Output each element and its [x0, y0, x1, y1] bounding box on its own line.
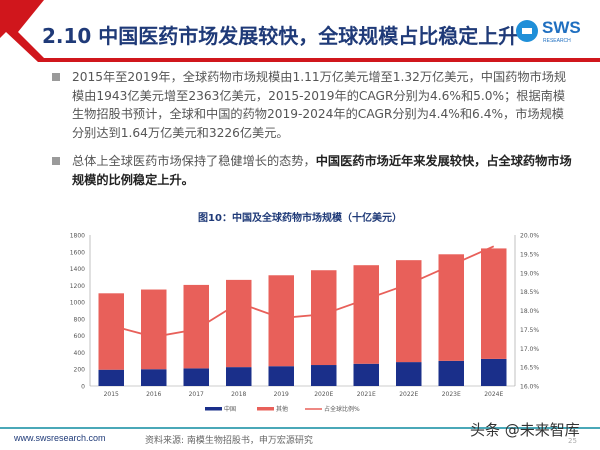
y2-tick-label: 18.0%	[520, 308, 539, 315]
y2-tick-label: 17.5%	[520, 327, 539, 334]
watermark: 头条 @未来智库	[470, 421, 580, 439]
market-size-chart: 0 200 400 600 800 1000 1200 1400 1600 1800 16.0% 16…	[70, 233, 540, 414]
bullet-bold-text: 中国医药市场近年来发展较快，占全球药物市场规模的比例稳定上升。	[72, 154, 572, 187]
line-share	[111, 245, 495, 338]
legend-label: 占全球比例%	[324, 405, 360, 413]
bar-other	[141, 289, 167, 370]
y-tick-label: 800	[74, 316, 86, 323]
bar-china	[353, 363, 379, 386]
x-tick-label: 2017	[189, 391, 204, 398]
y-tick-label: 1000	[70, 300, 85, 307]
logo-icon	[516, 20, 538, 42]
bar-other	[481, 248, 507, 359]
bar-china	[226, 367, 252, 386]
y-tick-label: 400	[74, 350, 86, 357]
bullet-text: 总体上全球医药市场保持了稳健增长的态势，	[72, 154, 316, 168]
y-tick-label: 1400	[70, 266, 85, 273]
y2-tick-label: 19.0%	[520, 270, 539, 277]
bullet-item: 总体上全球医药市场保持了稳健增长的态势，中国医药市场近年来发展较快，占全球药物市…	[52, 152, 572, 189]
y-tick-label: 1600	[70, 249, 85, 256]
bar-china	[481, 358, 507, 386]
y2-tick-label: 16.0%	[520, 384, 539, 391]
bullet-square-icon	[52, 157, 60, 165]
bar-other	[183, 284, 209, 369]
x-tick-label: 2020E	[314, 391, 333, 398]
y2-tick-label: 17.0%	[520, 346, 539, 353]
x-tick-label: 2023E	[442, 391, 461, 398]
bar-china	[98, 369, 124, 386]
x-tick-label: 2021E	[357, 391, 376, 398]
bar-other	[396, 260, 422, 363]
y-tick-label: 1200	[70, 283, 85, 290]
bullet-item: 2015年至2019年，全球药物市场规模由1.11万亿美元增至1.32万亿美元，…	[52, 68, 572, 142]
bar-other	[311, 270, 337, 366]
logo-text: SWS	[542, 18, 581, 37]
y2-tick-label: 16.5%	[520, 365, 539, 372]
footer-url[interactable]: www.swsresearch.com	[14, 433, 106, 443]
chart-title: 图10：中国及全球药物市场规模（十亿美元）	[198, 213, 402, 224]
legend-swatch	[205, 407, 222, 411]
x-tick-label: 2024E	[484, 391, 503, 398]
x-tick-label: 2018	[231, 391, 246, 398]
bar-other	[353, 265, 379, 364]
x-tick-label: 2015	[104, 391, 119, 398]
bullet-text: 2015年至2019年，全球药物市场规模由1.11万亿美元增至1.32万亿美元，…	[72, 70, 567, 140]
sws-logo: SWS RESEARCH	[514, 17, 594, 51]
x-tick-label: 2022E	[399, 391, 418, 398]
bullet-list: 2015年至2019年，全球药物市场规模由1.11万亿美元增至1.32万亿美元，…	[52, 68, 572, 199]
bar-china	[183, 368, 209, 386]
footer-divider	[0, 427, 600, 429]
bar-china	[438, 360, 464, 386]
bar-other	[226, 279, 252, 368]
y-tick-label: 600	[74, 333, 86, 340]
source-note: 资料来源: 南模生物招股书，申万宏源研究	[145, 436, 313, 446]
y2-tick-label: 19.5%	[520, 251, 539, 258]
x-tick-label: 2016	[146, 391, 161, 398]
y-tick-label: 1800	[70, 233, 85, 240]
bar-other	[98, 293, 124, 370]
y-tick-label: 200	[74, 367, 86, 374]
y-tick-label: 0	[81, 384, 85, 391]
x-tick-label: 2019	[274, 391, 289, 398]
bullet-square-icon	[52, 73, 60, 81]
legend-label: 其他	[276, 405, 288, 413]
y2-tick-label: 18.5%	[520, 289, 539, 296]
bar-china	[396, 362, 422, 386]
bar-china	[311, 365, 337, 386]
logo-subtext: RESEARCH	[543, 38, 571, 44]
y2-tick-label: 20.0%	[520, 233, 539, 240]
page-number: 25	[568, 437, 577, 445]
bar-other	[268, 275, 294, 367]
bar-china	[141, 369, 167, 386]
page-title: 2.10 中国医药市场发展较快，全球规模占比稳定上升	[42, 24, 519, 48]
legend-label: 中国	[224, 405, 236, 413]
legend-swatch	[257, 407, 274, 411]
bar-other	[438, 254, 464, 361]
bar-china	[268, 366, 294, 386]
